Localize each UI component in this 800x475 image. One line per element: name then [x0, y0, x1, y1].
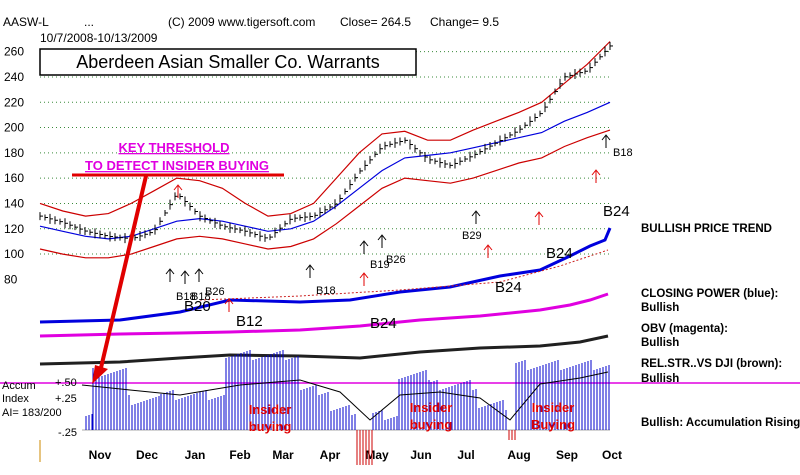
signal-b20: B20: [184, 298, 211, 315]
symbol-label: AASW-L: [3, 15, 49, 29]
y-tick-180: 180: [4, 146, 24, 160]
obv-value: Bullish: [641, 337, 679, 349]
signal-arrowhead-6: [359, 240, 369, 247]
y-tick-200: 200: [4, 121, 24, 135]
x-tick-jul: Jul: [457, 448, 474, 462]
accum-tick-050: +.50: [55, 377, 77, 389]
y-tick-160: 160: [4, 171, 24, 185]
x-tick-mar: Mar: [272, 448, 294, 462]
index-label: Index: [2, 393, 29, 405]
signal-b24-2: B24: [495, 279, 522, 296]
lower-band-line: [39, 129, 611, 259]
x-tick-sep: Sep: [556, 448, 578, 462]
cp-label: CLOSING POWER (blue):: [641, 288, 778, 300]
signal-arrowhead-4: [305, 264, 315, 271]
signal-arrowhead-3: [224, 298, 234, 305]
ai-label: AI= 183/200: [2, 407, 62, 419]
signal-b18-3: B18: [316, 285, 336, 297]
rs-value: Bullish: [641, 373, 679, 385]
key-threshold-arrow: [98, 175, 148, 373]
signal-arrowhead-11: [591, 169, 601, 176]
x-tick-feb: Feb: [229, 448, 250, 462]
month-axis: Nov Dec Jan Feb Mar Apr May Jun Jul Aug Sep Oct: [39, 440, 622, 462]
accum-status-label: Bullish: Accumulation Rising: [641, 417, 800, 429]
x-tick-nov: Nov: [89, 448, 112, 462]
insider-label-1a: Insider: [249, 402, 292, 417]
signal-b24-1: B24: [370, 315, 397, 332]
insider-label-2b: buying: [410, 417, 453, 432]
rs-label: REL.STR..VS DJI (brown):: [641, 358, 782, 370]
cp-value: Bullish: [641, 302, 679, 314]
obv-line: [39, 292, 609, 338]
signal-arrowhead-5: [359, 272, 369, 279]
copyright-label: (C) 2009 www.tigersoft.com: [168, 15, 315, 29]
y-tick-120: 120: [4, 222, 24, 236]
signal-b12: B12: [236, 313, 263, 330]
x-tick-jan: Jan: [185, 448, 206, 462]
signal-arrowhead-10: [534, 211, 544, 218]
key-threshold-line2: TO DETECT INSIDER BUYING: [85, 158, 269, 173]
date-range-label: 10/7/2008-10/13/2009: [40, 31, 158, 45]
signal-b24-top: B24: [603, 203, 630, 220]
change-label: Change= 9.5: [430, 15, 499, 29]
signal-b18-4: B18: [613, 147, 633, 159]
title-box: [39, 48, 417, 76]
signal-b18-1: B18: [176, 291, 196, 303]
insider-label-1b: buying: [249, 419, 292, 434]
signal-arrowhead-12: [601, 134, 611, 141]
y-tick-140: 140: [4, 196, 24, 210]
signal-b18-2: B18: [191, 291, 211, 303]
insider-label-2a: Insider: [410, 400, 453, 415]
insider-label-3b: Buying: [531, 417, 575, 432]
signal-b19: B19: [370, 259, 390, 271]
signal-arrowhead-1: [180, 270, 190, 277]
y-tick-260: 260: [4, 45, 24, 59]
x-tick-aug: Aug: [507, 448, 530, 462]
accum-moving-average: [81, 371, 609, 421]
accum-label: Accum: [2, 380, 36, 392]
signal-b26-1: B26: [205, 286, 225, 298]
insider-label-3a: Insider: [532, 400, 575, 415]
obv-label: OBV (magenta):: [641, 323, 728, 335]
signal-arrowhead-8: [471, 210, 481, 217]
closing-power-line: [39, 227, 612, 324]
signal-b26-2: B26: [386, 254, 406, 266]
signal-b29: B29: [462, 230, 482, 242]
signal-b24-3: B24: [546, 245, 573, 262]
close-label: Close= 264.5: [340, 15, 411, 29]
relative-strength-line: [39, 334, 609, 366]
y-tick-80: 80: [4, 272, 18, 286]
signal-arrowhead-13: [173, 184, 183, 191]
accum-tick-neg025: -.25: [58, 427, 77, 439]
y-tick-100: 100: [4, 247, 24, 261]
x-tick-dec: Dec: [136, 448, 158, 462]
upper-band-line: [39, 41, 611, 217]
accum-tick-025: +.25: [55, 393, 77, 405]
y-tick-240: 240: [4, 70, 24, 84]
signal-arrowhead-0: [165, 268, 175, 275]
trend-label: BULLISH PRICE TREND: [641, 223, 772, 235]
chart-title: Aberdeen Asian Smaller Co. Warrants: [76, 52, 379, 72]
signal-arrowhead-9: [483, 244, 493, 251]
x-tick-may: May: [365, 448, 389, 462]
key-threshold-arrowhead: [92, 365, 108, 384]
price-bars: [39, 41, 613, 244]
x-tick-oct: Oct: [602, 448, 622, 462]
x-tick-jun: Jun: [410, 448, 431, 462]
signal-arrows: [165, 134, 611, 312]
header-dots: ...: [84, 15, 94, 29]
x-tick-apr: Apr: [320, 448, 341, 462]
signal-arrowhead-2: [194, 268, 204, 275]
y-tick-220: 220: [4, 95, 24, 109]
key-threshold-line1: KEY THRESHOLD: [119, 140, 230, 155]
price-axis: 80 100 120 140 160 180 200 220 240 260: [4, 45, 24, 287]
signal-arrowhead-7: [377, 234, 387, 241]
